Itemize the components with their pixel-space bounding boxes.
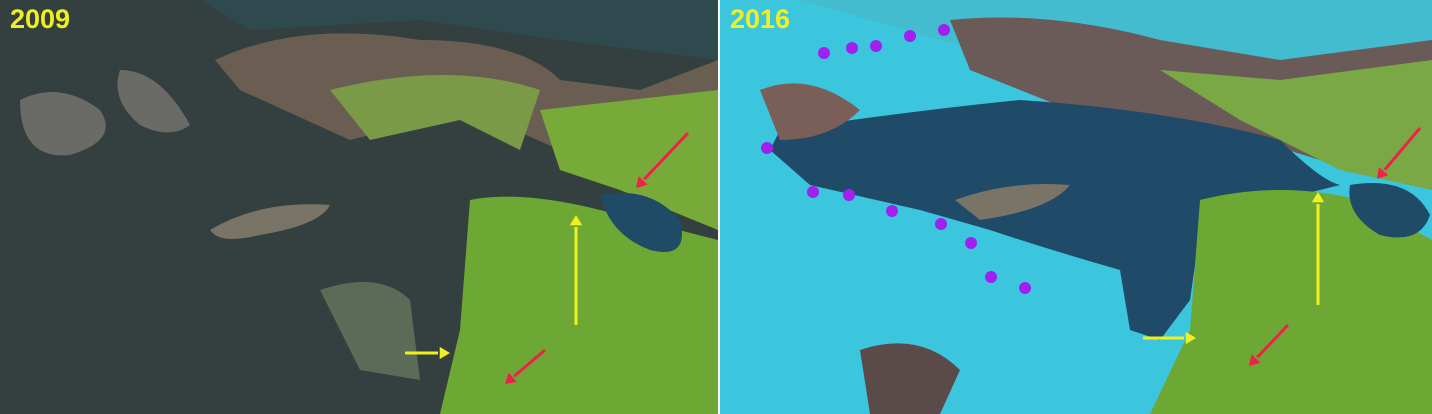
purple-dot-marker bbox=[965, 237, 977, 249]
red-arrow-head bbox=[1377, 167, 1389, 179]
panel-2009: 2009 bbox=[0, 0, 718, 414]
purple-dot-marker bbox=[985, 271, 997, 283]
satellite-image-2016 bbox=[720, 0, 1432, 414]
purple-dot-marker bbox=[818, 47, 830, 59]
panel-2016: 2016 bbox=[720, 0, 1432, 414]
red-arrow bbox=[1383, 127, 1422, 171]
red-arrow-head bbox=[505, 372, 517, 384]
purple-dot-marker bbox=[846, 42, 858, 54]
red-arrow-head bbox=[636, 176, 648, 188]
yellow-arrow-head bbox=[1311, 192, 1325, 203]
satellite-image-2009 bbox=[0, 0, 718, 414]
red-arrow-head bbox=[1249, 354, 1261, 366]
yellow-arrow-head bbox=[1185, 331, 1196, 345]
year-label: 2016 bbox=[730, 4, 791, 34]
purple-dot-marker bbox=[935, 218, 947, 230]
year-label: 2009 bbox=[10, 4, 71, 34]
purple-dot-marker bbox=[886, 205, 898, 217]
purple-dot-marker bbox=[807, 186, 819, 198]
red-arrow bbox=[513, 348, 546, 378]
red-arrow bbox=[643, 131, 690, 181]
red-arrow bbox=[1256, 323, 1290, 359]
purple-dot-marker bbox=[761, 142, 773, 154]
purple-dot-marker bbox=[904, 30, 916, 42]
purple-dot-marker bbox=[870, 40, 882, 52]
yellow-arrow-head bbox=[569, 215, 583, 226]
purple-dot-marker bbox=[843, 189, 855, 201]
purple-dot-marker bbox=[938, 24, 950, 36]
purple-dot-marker bbox=[1019, 282, 1031, 294]
yellow-arrow-head bbox=[439, 346, 450, 360]
